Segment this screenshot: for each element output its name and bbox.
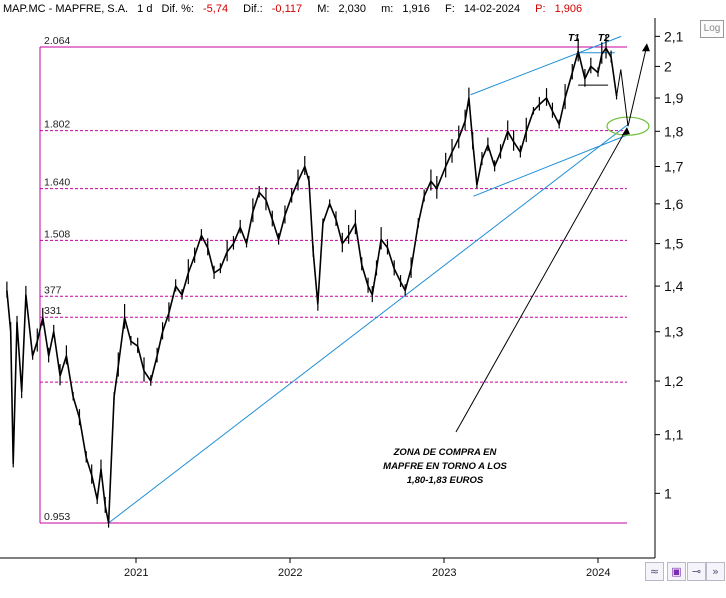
level-label: 377 [44, 284, 62, 296]
last-price: P: 1,906 [535, 3, 588, 15]
y-tick-label: 1,6 [664, 196, 684, 212]
note-arrow-head [621, 127, 630, 136]
y-tick-label: 1,2 [664, 373, 684, 389]
min-label: m: [381, 3, 394, 15]
forecast-arrow-head [641, 43, 650, 52]
dif: Dif.: -0,117 [243, 3, 308, 15]
buy-zone-line-3: 1,80-1,83 EUROS [406, 475, 484, 486]
y-tick-label: 1 [664, 485, 672, 501]
y-tick-label: 2,1 [664, 28, 684, 44]
date-value: 14-02-2024 [463, 3, 521, 15]
y-tick-label: 1,7 [664, 159, 684, 175]
buy-zone-line-1: ZONA DE COMPRA EN [393, 447, 497, 458]
y-tick-label: 1,9 [664, 90, 684, 106]
scroll-right-icon[interactable]: » [706, 562, 725, 581]
horizontal-levels: 2.064 1.802 1.640 1.508 377 331 0.953 [39, 35, 627, 524]
quote-header: MAP.MC - MAPFRE, S.A. 1 d Dif. %: -5,74 … [3, 3, 594, 17]
t1-label: T1 [568, 33, 580, 44]
dif-value: -0,117 [271, 3, 303, 15]
ticker-name: MAP.MC - MAPFRE, S.A. [3, 3, 129, 15]
dif-pct-label: Dif. %: [161, 3, 194, 15]
y-tick-label: 1,3 [664, 324, 684, 340]
forecast-path [616, 45, 648, 127]
y-tick-label: 1,8 [664, 123, 684, 139]
level-label: 1.640 [44, 177, 70, 189]
trendline [473, 134, 629, 197]
trendline [470, 35, 622, 96]
log-scale-toggle[interactable]: Log [700, 20, 724, 38]
buy-zone-line-2: MAPFRE EN TORNO A LOS [383, 461, 507, 472]
date-label: F: [444, 3, 455, 15]
level-label: 1.508 [44, 228, 70, 240]
price-value: 1,906 [554, 3, 583, 15]
level-label: 0.953 [44, 511, 70, 523]
note-arrow [455, 127, 628, 433]
max: M: 2,030 [317, 3, 372, 15]
y-tick-label: 1,1 [664, 427, 684, 443]
axes: 2,1 2 1,9 1,8 1,7 1,6 1,5 1,4 1,3 1,2 1,1 1 2021 2022… [0, 18, 684, 579]
price-series [6, 35, 618, 528]
y-tick-label: 1,4 [664, 278, 684, 294]
date: F: 14-02-2024 [445, 3, 526, 15]
price-line [6, 47, 618, 524]
trendline [108, 124, 629, 524]
buy-zone-note: ZONA DE COMPRA EN MAPFRE EN TORNO A LOS … [360, 446, 530, 488]
save-icon[interactable]: ▣ [667, 562, 686, 581]
y-tick-label: 2 [664, 58, 672, 74]
min: m: 1,916 [381, 3, 436, 15]
buy-zone-ellipse [606, 116, 650, 136]
t2-label: T2 [598, 33, 610, 44]
y-tick-label: 1,5 [664, 236, 684, 252]
trendlines [108, 35, 629, 524]
level-label: 2.064 [44, 35, 70, 47]
min-value: 1,916 [402, 3, 430, 15]
x-tick-label: 2024 [586, 567, 610, 579]
max-value: 2,030 [338, 3, 367, 15]
annotations: T1 T2 [455, 33, 650, 433]
pin-icon[interactable]: ⊸ [687, 562, 706, 581]
level-label: 331 [44, 305, 62, 317]
x-tick-label: 2023 [432, 567, 456, 579]
max-label: M: [317, 3, 330, 15]
wave-icon[interactable]: ≈ [645, 562, 664, 581]
x-tick-label: 2022 [278, 567, 302, 579]
dif-pct: Dif. %: -5,74 [162, 3, 235, 15]
level-label: 1.802 [44, 119, 70, 131]
dif-pct-value: -5,74 [202, 3, 229, 15]
dif-label: Dif.: [243, 3, 263, 15]
price-label: P: [535, 3, 546, 15]
period: 1 d [137, 3, 153, 15]
x-tick-label: 2021 [124, 567, 148, 579]
